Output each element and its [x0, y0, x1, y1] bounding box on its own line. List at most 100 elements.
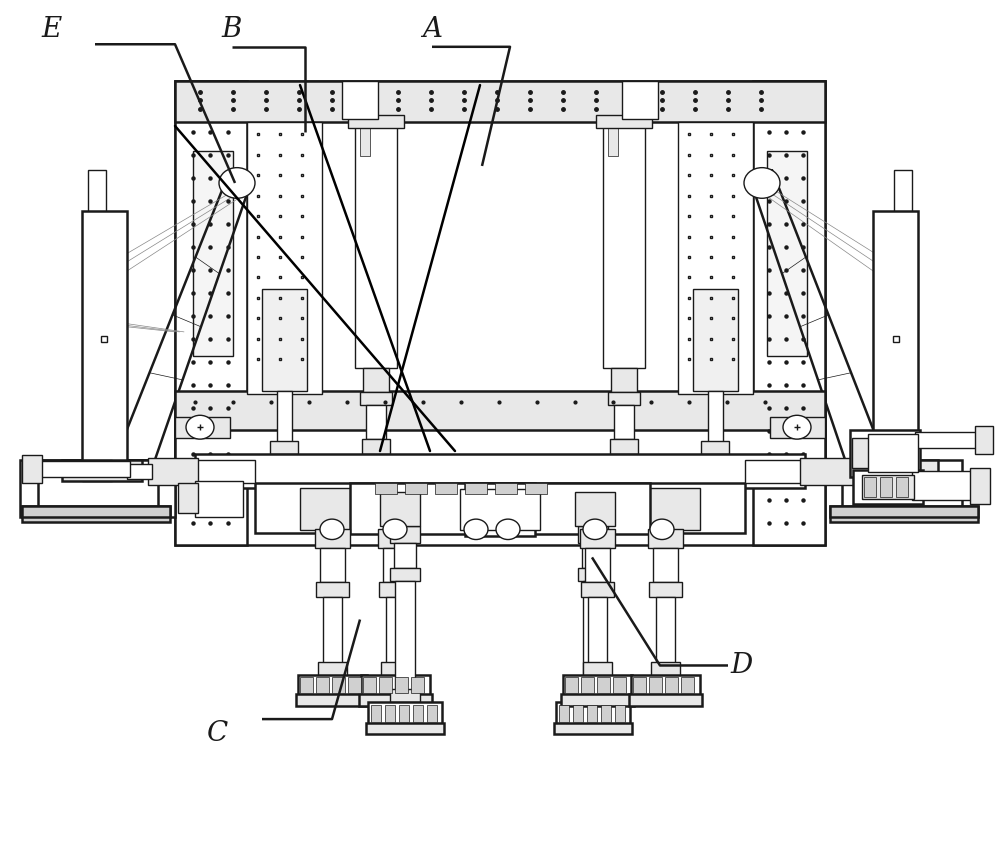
Bar — [411, 677, 424, 693]
Bar — [277, 391, 292, 447]
Bar — [360, 122, 370, 156]
Bar — [581, 677, 594, 693]
Bar — [316, 677, 329, 693]
Bar — [613, 677, 626, 693]
Bar — [22, 506, 170, 522]
Bar — [648, 529, 683, 548]
Bar — [262, 289, 307, 391]
Bar — [830, 506, 978, 517]
Bar — [175, 391, 825, 434]
Bar — [554, 723, 632, 734]
Bar — [561, 694, 634, 706]
Bar — [82, 460, 112, 481]
Bar — [912, 471, 977, 500]
Bar — [629, 694, 702, 706]
Bar — [525, 483, 547, 494]
Bar — [362, 439, 390, 454]
Bar — [300, 488, 355, 530]
Bar — [842, 460, 962, 509]
Bar — [383, 548, 408, 582]
Bar — [318, 662, 347, 677]
Bar — [830, 506, 978, 522]
Bar — [175, 81, 825, 122]
Bar — [858, 460, 938, 481]
Circle shape — [464, 519, 488, 540]
Bar — [363, 677, 376, 693]
Bar — [298, 675, 367, 696]
Bar — [368, 702, 442, 726]
Bar — [300, 677, 313, 693]
Bar — [622, 81, 658, 119]
Bar — [399, 705, 409, 722]
Text: E: E — [42, 16, 62, 43]
Bar — [583, 662, 612, 677]
Bar — [385, 705, 395, 722]
Bar — [38, 461, 130, 477]
Bar — [465, 483, 535, 536]
Bar — [701, 441, 729, 454]
Bar — [381, 662, 410, 677]
Bar — [915, 432, 980, 448]
Bar — [868, 434, 918, 472]
Bar — [583, 581, 603, 692]
Bar — [427, 705, 437, 722]
Bar — [800, 458, 855, 485]
Bar — [597, 677, 610, 693]
Bar — [852, 438, 870, 468]
Bar — [148, 458, 198, 485]
Bar — [62, 460, 142, 481]
Bar — [363, 368, 389, 392]
Bar — [22, 455, 42, 483]
Bar — [559, 705, 569, 722]
Bar — [649, 582, 682, 597]
Bar — [378, 529, 413, 548]
Bar — [693, 289, 738, 391]
Bar — [355, 122, 397, 368]
Bar — [88, 170, 106, 460]
Bar — [320, 548, 345, 582]
Bar — [678, 122, 753, 394]
Bar — [395, 677, 408, 693]
Bar — [38, 460, 158, 509]
Bar — [361, 675, 430, 696]
Bar — [588, 597, 607, 665]
Bar — [82, 211, 127, 466]
Bar — [970, 468, 990, 504]
Bar — [350, 483, 650, 534]
Bar — [342, 81, 378, 119]
Bar — [175, 417, 230, 438]
Text: B: B — [222, 16, 242, 43]
Bar — [390, 689, 420, 702]
Circle shape — [383, 519, 407, 540]
Bar — [767, 151, 807, 356]
Text: D: D — [731, 652, 753, 679]
Bar — [380, 492, 420, 526]
Bar — [681, 677, 694, 693]
Bar — [633, 677, 646, 693]
Bar — [581, 582, 614, 597]
Circle shape — [583, 519, 607, 540]
Bar — [366, 723, 444, 734]
Bar — [195, 460, 255, 483]
Circle shape — [320, 519, 344, 540]
Bar — [656, 597, 675, 665]
Bar — [193, 151, 233, 356]
Bar — [888, 460, 918, 481]
Bar — [255, 483, 745, 533]
Bar — [631, 675, 700, 696]
Bar — [770, 417, 825, 438]
Bar — [596, 115, 652, 128]
Bar — [20, 460, 175, 517]
Bar — [582, 543, 604, 568]
Bar — [175, 81, 247, 545]
Bar — [379, 582, 412, 597]
Bar — [390, 526, 420, 543]
Bar — [850, 430, 920, 477]
Bar — [975, 426, 993, 454]
Bar — [649, 677, 662, 693]
Bar — [608, 122, 618, 156]
Bar — [390, 568, 420, 581]
Bar — [601, 705, 611, 722]
Bar — [753, 81, 825, 545]
Bar — [460, 489, 540, 530]
